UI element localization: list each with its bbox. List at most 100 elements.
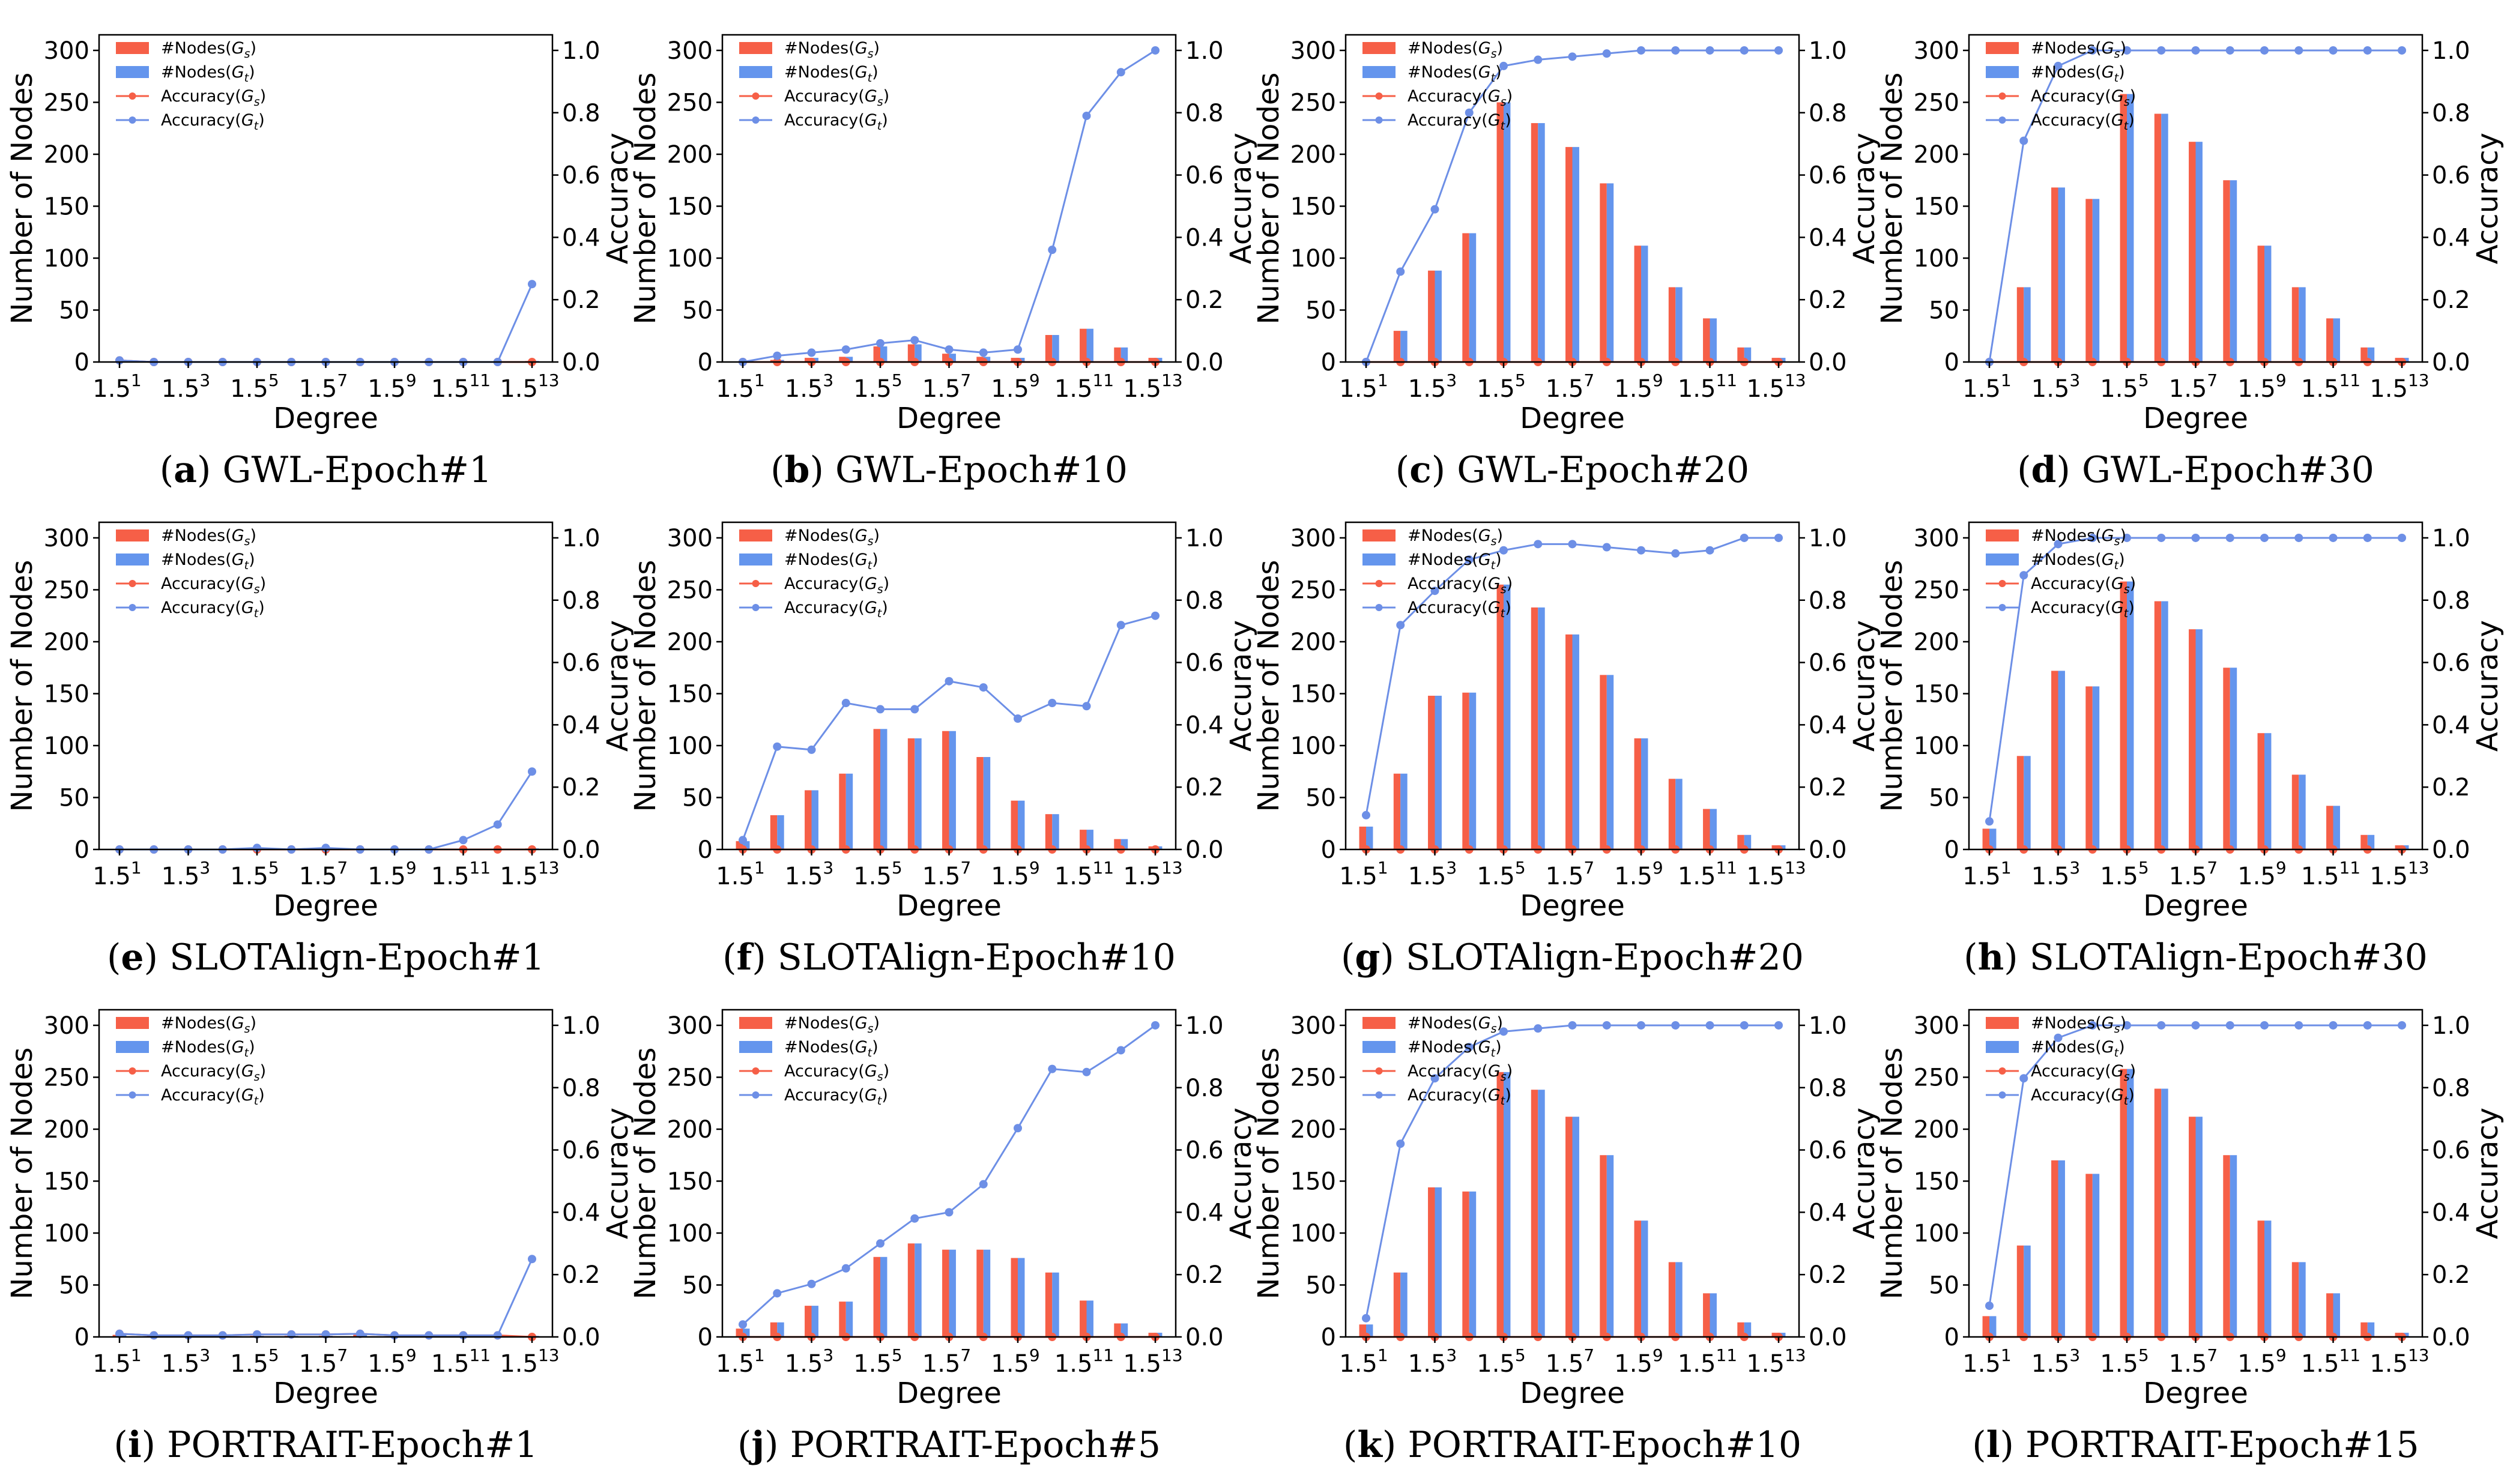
- x-tick-base: 1.5: [162, 375, 200, 403]
- legend-swatch-marker: [1998, 580, 2006, 587]
- x-tick-base: 1.5: [1962, 863, 2001, 890]
- x-tick-label: 1.57: [1546, 1345, 1594, 1378]
- accuracy-point-gt: [2054, 61, 2063, 70]
- x-tick-base: 1.5: [431, 375, 470, 403]
- x-tick-label: 1.55: [2100, 858, 2149, 890]
- x-tick-label: 1.511: [431, 1345, 491, 1378]
- legend-swatch-bar: [116, 1017, 149, 1029]
- x-tick-label: 1.59: [991, 1345, 1039, 1378]
- bar-nodes-gs: [1600, 1155, 1607, 1337]
- bar-nodes-gt: [1744, 1322, 1752, 1337]
- accuracy-point-gt: [2363, 46, 2372, 55]
- x-tick-base: 1.5: [367, 375, 406, 403]
- legend-label: Accuracy(Gt): [2031, 111, 2135, 133]
- x-tick-label: 1.513: [1123, 858, 1182, 890]
- subplot-caption: (d) GWL-Epoch#30: [2017, 449, 2374, 491]
- legend-sub: s: [254, 1070, 260, 1084]
- bar-nodes-gs: [736, 841, 743, 849]
- accuracy-point-gt: [2191, 533, 2200, 542]
- x-tick-exponent: 3: [199, 370, 210, 390]
- legend-label: Accuracy(Gt): [2031, 1086, 2135, 1108]
- caption-paren: (: [722, 937, 736, 979]
- bar-nodes-gs: [1045, 1272, 1053, 1337]
- legend-var: G: [1488, 1086, 1501, 1105]
- caption-paren: ): [752, 937, 766, 979]
- y-right-tick-label: 0.0: [2432, 836, 2470, 864]
- legend-var: G: [1478, 39, 1491, 58]
- x-tick-exponent: 13: [1161, 1345, 1183, 1365]
- x-axis-title: Degree: [273, 889, 378, 923]
- y-left-tick-label: 300: [667, 1012, 713, 1040]
- x-tick-base: 1.5: [367, 1350, 406, 1378]
- y-left-tick-label: 200: [1290, 141, 1336, 169]
- legend-sub: s: [868, 47, 874, 61]
- y-right-tick-label: 0.8: [2432, 1075, 2470, 1102]
- bar-nodes-gs: [2189, 142, 2196, 362]
- x-tick-label: 1.513: [2369, 370, 2429, 403]
- bar-nodes-gt: [2264, 246, 2272, 362]
- legend-suffix: ): [2120, 526, 2127, 545]
- subplot-6: 0501001502002503000.00.20.40.60.81.01.51…: [629, 521, 1258, 979]
- x-tick-label: 1.51: [1962, 858, 2011, 890]
- y-right-tick-label: 0.8: [1185, 1075, 1224, 1102]
- bar-nodes-gt: [2195, 629, 2203, 849]
- y-left-tick-label: 100: [667, 732, 713, 760]
- legend-swatch-bar: [739, 529, 772, 541]
- x-tick-base: 1.5: [922, 1350, 961, 1378]
- subplot-9: 0501001502002503000.00.20.40.60.81.01.51…: [5, 1009, 635, 1466]
- bar-nodes-gt: [2367, 347, 2375, 362]
- y-right-tick-label: 0.0: [562, 1324, 600, 1351]
- legend-suffix: ): [883, 1062, 890, 1081]
- caption-paren: (: [1396, 449, 1409, 491]
- legend-prefix: #Nodes(: [784, 39, 855, 58]
- bar-nodes-gt: [2161, 113, 2168, 362]
- y-left-axis-title: Number of Nodes: [5, 1048, 39, 1300]
- bar-nodes-gt: [777, 815, 784, 849]
- accuracy-point-gt: [1048, 699, 1057, 708]
- legend-var: G: [241, 1062, 254, 1081]
- bar-nodes-gs: [2223, 668, 2230, 849]
- legend-suffix: ): [249, 63, 255, 82]
- x-tick-base: 1.5: [2031, 1350, 2070, 1378]
- bar-nodes-gs: [873, 346, 880, 362]
- legend-swatch-marker: [752, 580, 760, 587]
- bar-nodes-gs: [1359, 826, 1366, 849]
- accuracy-point-gt: [2225, 1021, 2234, 1030]
- bar-nodes-gt: [2024, 756, 2031, 849]
- x-tick-exponent: 11: [1092, 858, 1114, 878]
- legend-prefix: Accuracy(: [161, 1062, 241, 1081]
- bar-nodes-gt: [1710, 809, 1717, 849]
- accuracy-point-gt: [1499, 61, 1508, 70]
- x-axis-title: Degree: [273, 402, 378, 435]
- x-tick-base: 1.5: [716, 863, 754, 890]
- x-tick-base: 1.5: [1054, 863, 1093, 890]
- y-right-tick-label: 0.4: [2432, 224, 2470, 252]
- caption-letter: g: [1355, 937, 1380, 979]
- x-tick-exponent: 13: [538, 370, 560, 390]
- accuracy-point-gt: [459, 836, 468, 845]
- y-left-tick-label: 300: [1290, 1012, 1336, 1040]
- x-tick-base: 1.5: [1339, 1350, 1377, 1378]
- legend-sub: s: [2124, 95, 2130, 109]
- legend-suffix: ): [872, 1038, 878, 1057]
- bar-nodes-gs: [839, 357, 846, 362]
- accuracy-point-gt: [2019, 136, 2028, 145]
- legend-prefix: Accuracy(: [2031, 1086, 2111, 1105]
- bar-nodes-gs: [1737, 1322, 1744, 1337]
- accuracy-point-gt: [1534, 540, 1543, 549]
- legend-suffix: ): [874, 39, 880, 58]
- y-right-tick-label: 0.2: [1809, 286, 1847, 314]
- legend-sub: t: [244, 71, 250, 85]
- legend-label: Accuracy(Gs): [2031, 1062, 2136, 1084]
- legend-var: G: [232, 550, 244, 569]
- bar-nodes-gt: [2058, 187, 2065, 362]
- bar-nodes-gs: [907, 344, 915, 362]
- bar-nodes-gt: [2058, 671, 2065, 849]
- legend-var: G: [1488, 87, 1501, 106]
- legend-var: G: [241, 575, 254, 593]
- x-tick-label: 1.511: [1054, 858, 1114, 890]
- y-left-tick-label: 150: [1290, 193, 1336, 220]
- x-tick-exponent: 11: [1092, 370, 1114, 390]
- legend-label: Accuracy(Gt): [1408, 1086, 1511, 1108]
- x-tick-label: 1.53: [162, 370, 210, 403]
